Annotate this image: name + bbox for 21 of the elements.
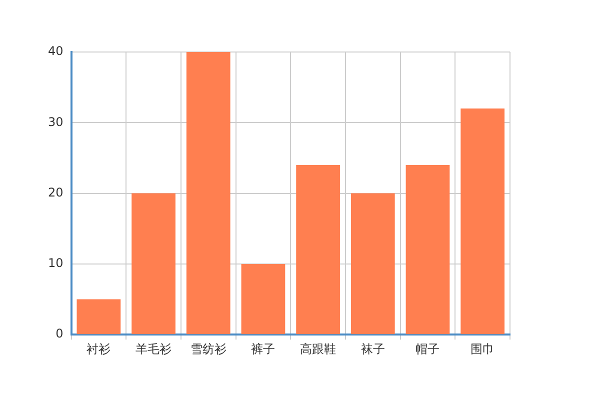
bar — [132, 193, 176, 334]
bar — [460, 108, 505, 334]
bar — [76, 299, 121, 334]
bar — [296, 165, 340, 334]
x-tick-label: 衬衫 — [86, 342, 111, 356]
bar — [406, 165, 450, 334]
x-tick-label: 裤子 — [251, 342, 276, 356]
x-tick-label: 高跟鞋 — [300, 342, 336, 356]
x-tick-label: 雪纺衫 — [190, 342, 226, 356]
bar — [241, 264, 286, 334]
x-tick-label: 围巾 — [470, 342, 495, 356]
y-tick-label: 30 — [48, 114, 64, 129]
x-tick-label: 袜子 — [360, 342, 385, 356]
x-tick-label: 帽子 — [416, 342, 440, 356]
y-tick-label: 20 — [48, 185, 64, 200]
x-tick-label: 羊毛衫 — [136, 342, 172, 356]
y-tick-label: 10 — [48, 256, 64, 270]
y-tick-label: 0 — [56, 326, 64, 341]
bar — [186, 52, 230, 334]
bar — [350, 193, 395, 334]
y-tick-label: 40 — [48, 44, 64, 58]
